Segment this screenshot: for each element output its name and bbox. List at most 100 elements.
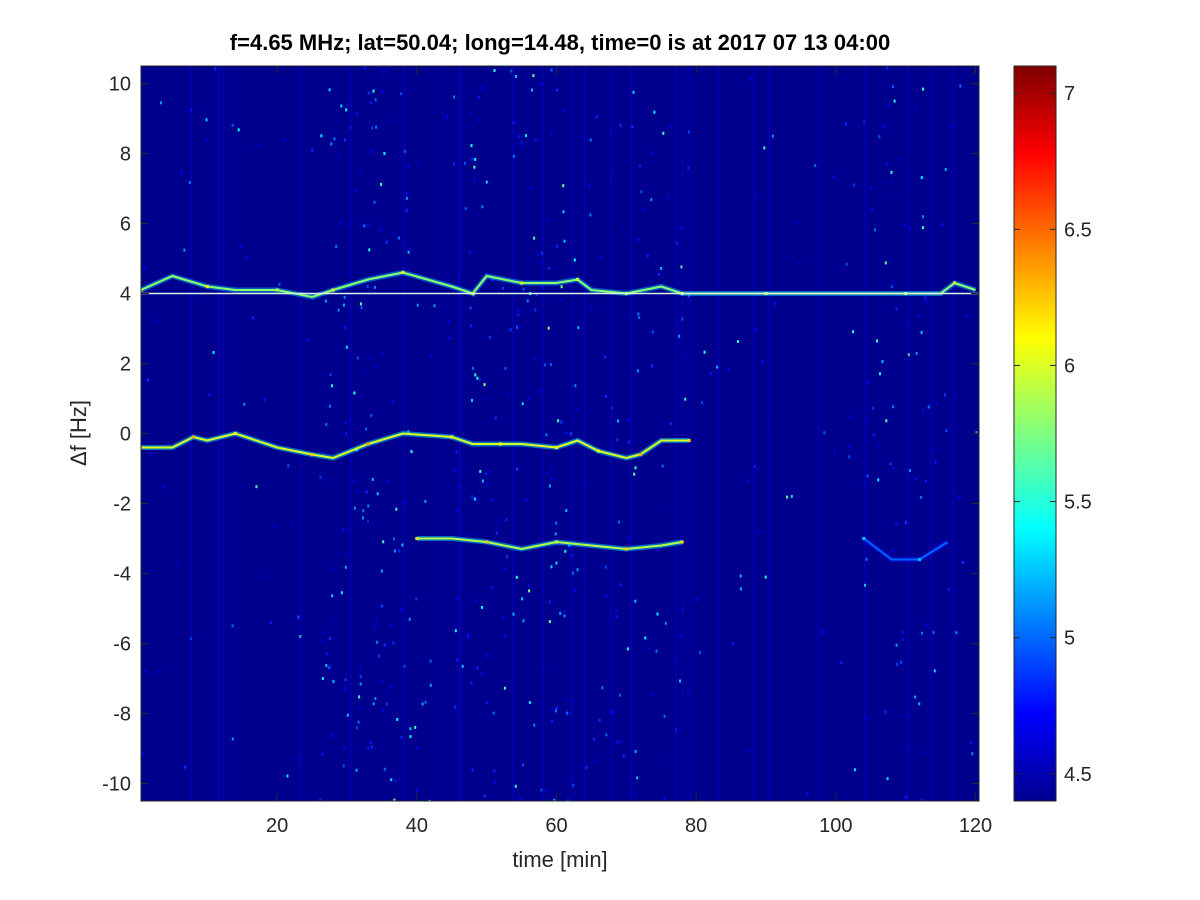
noise-stripe (952, 66, 955, 801)
noise-speck (545, 788, 548, 792)
noise-speck (485, 654, 488, 658)
noise-speck (339, 270, 342, 274)
noise-speck (574, 588, 577, 592)
noise-speck (231, 624, 234, 628)
noise-speck (675, 728, 678, 732)
noise-speck (893, 466, 895, 470)
noise-speck (464, 161, 466, 165)
noise-speck (528, 701, 531, 704)
noise-speck (392, 641, 395, 645)
y-tick-label: 6 (120, 214, 131, 236)
noise-speck (485, 472, 487, 476)
noise-speck (347, 552, 349, 556)
noise-speck (231, 123, 234, 127)
noise-speck (377, 654, 380, 658)
noise-speck (493, 769, 496, 773)
noise-speck (361, 395, 364, 399)
noise-speck (346, 103, 349, 107)
noise-speck (971, 752, 974, 756)
noise-speck (446, 115, 449, 119)
noise-speck (144, 670, 147, 674)
noise-speck (501, 615, 504, 619)
trace-hotspot (401, 271, 405, 274)
noise-speck (609, 174, 612, 178)
noise-speck (746, 479, 749, 483)
noise-speck (424, 499, 427, 503)
noise-stripe (459, 66, 461, 801)
noise-speck (548, 600, 551, 604)
noise-speck (572, 784, 575, 787)
noise-speck (688, 130, 690, 134)
noise-speck (687, 166, 690, 170)
x-tick-label: 40 (406, 815, 428, 837)
noise-speck (548, 484, 551, 488)
noise-stripe (768, 66, 770, 801)
noise-speck (514, 75, 517, 78)
noise-speck (748, 748, 751, 752)
noise-speck (557, 419, 560, 423)
noise-speck (493, 69, 496, 72)
noise-speck (628, 417, 631, 421)
noise-speck (632, 90, 635, 94)
noise-speck (863, 483, 866, 487)
noise-speck (483, 383, 486, 387)
noise-speck (329, 373, 332, 377)
noise-speck (260, 574, 263, 578)
noise-speck (471, 398, 473, 402)
noise-speck (416, 788, 419, 792)
noise-speck (874, 228, 876, 232)
noise-speck (208, 393, 211, 397)
noise-speck (456, 658, 458, 662)
noise-speck (214, 67, 217, 71)
noise-speck (541, 251, 544, 255)
noise-speck (593, 737, 596, 741)
noise-speck (512, 612, 515, 616)
noise-stripe (223, 66, 225, 801)
noise-speck (183, 248, 186, 252)
noise-speck (558, 543, 561, 547)
noise-speck (909, 469, 911, 473)
noise-speck (478, 95, 481, 99)
colorbar-tick-label: 5 (1064, 628, 1075, 650)
noise-speck (849, 415, 852, 418)
noise-speck (342, 303, 345, 307)
noise-speck (601, 686, 604, 690)
noise-speck (593, 759, 596, 763)
noise-stripe (930, 66, 933, 801)
noise-speck (481, 672, 484, 676)
noise-speck (905, 714, 908, 717)
noise-speck (516, 309, 519, 313)
noise-speck (143, 267, 146, 271)
x-tick-label: 20 (266, 815, 288, 837)
noise-speck (975, 431, 978, 434)
noise-speck (512, 154, 515, 158)
noise-speck (525, 134, 528, 138)
noise-speck (530, 186, 533, 190)
noise-speck (359, 682, 362, 686)
noise-stripe (542, 66, 544, 801)
noise-speck (484, 397, 487, 401)
noise-speck (885, 162, 888, 166)
noise-speck (920, 495, 923, 499)
noise-speck (756, 531, 759, 535)
noise-speck (865, 557, 868, 561)
noise-speck (364, 369, 367, 373)
noise-speck (955, 631, 958, 635)
noise-speck (369, 740, 372, 744)
noise-speck (345, 108, 348, 112)
noise-speck (365, 490, 368, 494)
noise-speck (421, 702, 424, 706)
noise-speck (925, 623, 928, 627)
noise-speck (516, 467, 519, 471)
noise-speck (188, 181, 191, 184)
noise-speck (922, 215, 924, 219)
noise-speck (324, 299, 327, 303)
noise-speck (456, 597, 459, 601)
noise-speck (382, 75, 385, 79)
noise-speck (343, 747, 346, 750)
noise-speck (393, 798, 396, 801)
x-tick-label: 80 (685, 815, 707, 837)
y-tick-label: -6 (113, 634, 131, 656)
noise-speck (890, 285, 893, 289)
noise-speck (376, 492, 379, 496)
